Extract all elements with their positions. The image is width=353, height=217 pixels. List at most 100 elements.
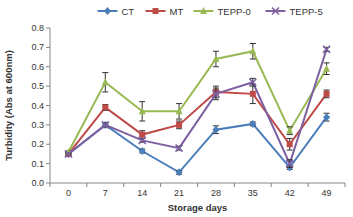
error-bar: [324, 90, 330, 98]
data-point: [176, 145, 183, 152]
data-point: [212, 126, 219, 134]
plot-area: [65, 44, 330, 177]
x-tick-label: 0: [66, 188, 71, 198]
y-tick-label: 0.6: [31, 62, 44, 72]
error-bar: [250, 44, 256, 60]
y-tick: [46, 124, 50, 125]
x-tick-label: 28: [211, 188, 221, 198]
data-point: [323, 113, 330, 121]
series: [65, 44, 330, 156]
data-point: [139, 147, 146, 155]
data-point: [250, 91, 256, 97]
y-tick: [46, 47, 50, 48]
y-tick-label: 0.7: [31, 42, 44, 52]
x-tick: [271, 183, 272, 187]
data-point: [212, 55, 219, 62]
data-point: [324, 91, 330, 97]
legend: CT MT TEPP-0 TEPP-5: [98, 6, 323, 17]
data-point: [139, 137, 146, 144]
data-point: [323, 46, 330, 53]
y-tick-label: 0.1: [31, 159, 44, 169]
error-bar: [324, 63, 330, 75]
chart-container: 0.0 0.1 0.2 0.3 0.4 0.5 0.6 0.7 0.8 0 7 14 21 28 35 42 4…: [0, 0, 353, 217]
legend-marker: [200, 7, 207, 14]
legend-item: TEPP-0: [194, 6, 251, 17]
y-axis-label: Turbidity (Abs at 600nm): [3, 50, 14, 161]
y-tick: [46, 163, 50, 164]
y-tick-label: 0.8: [31, 23, 44, 33]
data-point: [139, 132, 145, 138]
data-point: [176, 168, 183, 176]
x-tick: [50, 183, 51, 187]
data-point: [286, 127, 293, 134]
y-tick-label: 0.5: [31, 81, 44, 91]
data-point: [212, 90, 219, 97]
data-point: [323, 65, 330, 72]
data-point: [287, 141, 293, 147]
y-tick-label: 0.2: [31, 139, 44, 149]
data-point: [249, 47, 256, 54]
x-tick: [308, 183, 309, 187]
data-point: [102, 121, 109, 128]
data-point: [139, 107, 146, 114]
error-bar: [213, 126, 219, 134]
legend-marker: [104, 7, 111, 15]
series: [65, 46, 330, 168]
error-bar: [102, 73, 108, 92]
x-tick: [197, 183, 198, 187]
x-tick-label: 42: [285, 188, 295, 198]
legend-label: MT: [170, 6, 184, 17]
legend-marker: [153, 8, 159, 14]
data-point: [286, 160, 293, 167]
x-tick: [234, 183, 235, 187]
data-point: [249, 79, 256, 86]
y-tick: [46, 183, 50, 184]
error-bar: [139, 102, 145, 121]
legend-label: CT: [122, 6, 135, 17]
x-axis-label: Storage days: [168, 202, 228, 213]
legend-label: TEPP-0: [218, 6, 251, 17]
data-point: [102, 104, 108, 110]
error-bar: [213, 51, 219, 67]
error-bar: [324, 113, 330, 121]
y-tick-label: 0.4: [31, 101, 44, 111]
error-bar: [213, 88, 219, 100]
y-tick: [46, 66, 50, 67]
legend-marker: [272, 8, 279, 15]
legend-item: TEPP-5: [266, 6, 323, 17]
chart-svg: 0.0 0.1 0.2 0.3 0.4 0.5 0.6 0.7 0.8 0 7 14 21 28 35 42 4…: [0, 0, 353, 217]
legend-item: CT: [98, 6, 135, 17]
y-tick: [46, 144, 50, 145]
series-line: [68, 51, 326, 152]
error-bar: [250, 78, 256, 86]
y-tick: [46, 105, 50, 106]
x-tick-label: 21: [174, 188, 184, 198]
x-tick-label: 49: [322, 188, 332, 198]
y-tick: [46, 86, 50, 87]
error-bar: [287, 160, 293, 168]
x-tick-label: 14: [137, 188, 147, 198]
data-point: [176, 122, 182, 128]
error-bar: [287, 127, 293, 135]
data-point: [65, 150, 72, 157]
data-point: [249, 120, 256, 128]
y-tick: [46, 28, 50, 29]
legend-item: MT: [146, 6, 184, 17]
error-bar: [176, 121, 182, 129]
data-point: [176, 107, 183, 114]
error-bar: [102, 105, 108, 111]
x-tick: [345, 183, 346, 187]
x-tick: [123, 183, 124, 187]
x-tick: [160, 183, 161, 187]
series-line: [68, 92, 326, 154]
error-bar: [176, 104, 182, 120]
legend-label: TEPP-5: [290, 6, 323, 17]
y-tick-label: 0.3: [31, 120, 44, 130]
x-tick-label: 7: [103, 188, 108, 198]
x-tick: [86, 183, 87, 187]
y-tick-label: 0.0: [31, 178, 44, 188]
error-bar: [287, 138, 293, 150]
series-line: [68, 49, 326, 163]
data-point: [102, 78, 109, 85]
x-tick-label: 35: [248, 188, 258, 198]
